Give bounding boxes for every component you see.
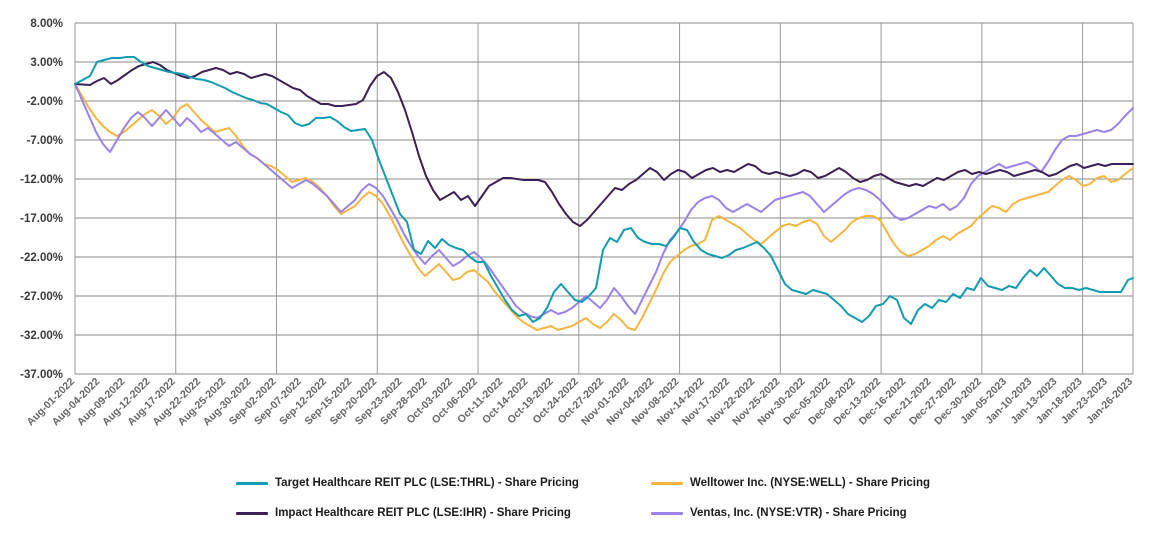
legend-swatch-target-icon	[236, 481, 268, 485]
legend-label-ventas: Ventas, Inc. (NYSE:VTR) - Share Pricing	[690, 507, 907, 519]
series-line-welltower	[74, 83, 1134, 331]
legend-item-welltower[interactable]: Welltower Inc. (NYSE:WELL) - Share Prici…	[651, 477, 976, 489]
legend-item-impact[interactable]: Impact Healthcare REIT PLC (LSE:IHR) - S…	[236, 507, 651, 519]
y-axis-tick-label: -37.00%	[20, 369, 63, 381]
gridlines	[74, 22, 1134, 375]
y-axis-tick-label: 8.00%	[30, 18, 63, 30]
legend-label-target: Target Healthcare REIT PLC (LSE:THRL) - …	[275, 477, 579, 489]
x-axis-tick-labels: Aug-01-2022Aug-04-2022Aug-09-2022Aug-12-…	[24, 376, 1135, 429]
legend-item-ventas[interactable]: Ventas, Inc. (NYSE:VTR) - Share Pricing	[651, 507, 976, 519]
y-axis-tick-label: -17.00%	[20, 213, 63, 225]
y-axis-tick-label: -32.00%	[20, 330, 63, 342]
series-line-ventas	[74, 83, 1134, 319]
y-axis-tick-label: -12.00%	[20, 174, 63, 186]
y-axis-tick-labels: 8.00% 3.00% -2.00% -7.00% -12.00% -17.00% -22.…	[20, 18, 63, 381]
y-axis-tick-label: 3.00%	[30, 57, 63, 69]
series-lines	[74, 56, 1134, 331]
legend-label-impact: Impact Healthcare REIT PLC (LSE:IHR) - S…	[275, 507, 571, 519]
legend-swatch-ventas-icon	[651, 511, 683, 515]
legend-swatch-welltower-icon	[651, 481, 683, 485]
legend-item-target[interactable]: Target Healthcare REIT PLC (LSE:THRL) - …	[236, 477, 651, 489]
series-line-impact	[74, 61, 1134, 227]
y-axis-tick-label: -22.00%	[20, 252, 63, 264]
legend-swatch-impact-icon	[236, 511, 268, 515]
legend-label-welltower: Welltower Inc. (NYSE:WELL) - Share Prici…	[690, 477, 931, 489]
chart-legend: Target Healthcare REIT PLC (LSE:THRL) - …	[236, 468, 976, 528]
y-axis-tick-label: -27.00%	[20, 291, 63, 303]
y-axis-tick-label: -7.00%	[27, 135, 63, 147]
series-line-target	[74, 56, 1134, 325]
y-axis-tick-label: -2.00%	[27, 96, 63, 108]
